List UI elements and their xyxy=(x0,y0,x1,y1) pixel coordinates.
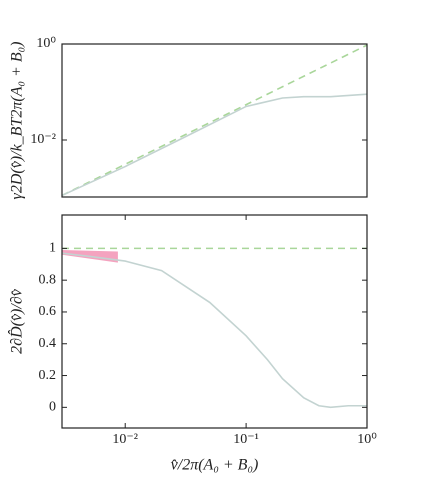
reference-line xyxy=(61,44,368,197)
x-tick-label: 10⁰ xyxy=(357,432,377,447)
data-line xyxy=(61,252,367,409)
y-axis-label: γ2D(v̂)/k_BT2π(A₀ + B₀) xyxy=(9,42,26,200)
y-tick-label: 0.2 xyxy=(39,368,57,383)
y-tick-label: 0.4 xyxy=(39,336,57,351)
axes-frame xyxy=(61,214,368,429)
x-axis-label: v̂/2π(A₀ + B₀) xyxy=(171,457,259,474)
axes-frame xyxy=(61,43,368,198)
y-tick-label: 0 xyxy=(49,400,56,415)
y-axis-label: 2∂D̂(v̂)/∂v̂ xyxy=(7,288,26,354)
y-tick-label: 10⁻² xyxy=(30,132,56,147)
y-tick-label: 0.6 xyxy=(39,304,57,319)
data-line xyxy=(61,93,368,197)
y-tick-label: 10⁰ xyxy=(36,36,56,51)
x-tick-label: 10⁻² xyxy=(112,432,138,447)
x-tick-label: 10⁻¹ xyxy=(233,432,259,447)
y-tick-label: 0.8 xyxy=(39,272,57,287)
y-tick-label: 1 xyxy=(49,241,56,256)
